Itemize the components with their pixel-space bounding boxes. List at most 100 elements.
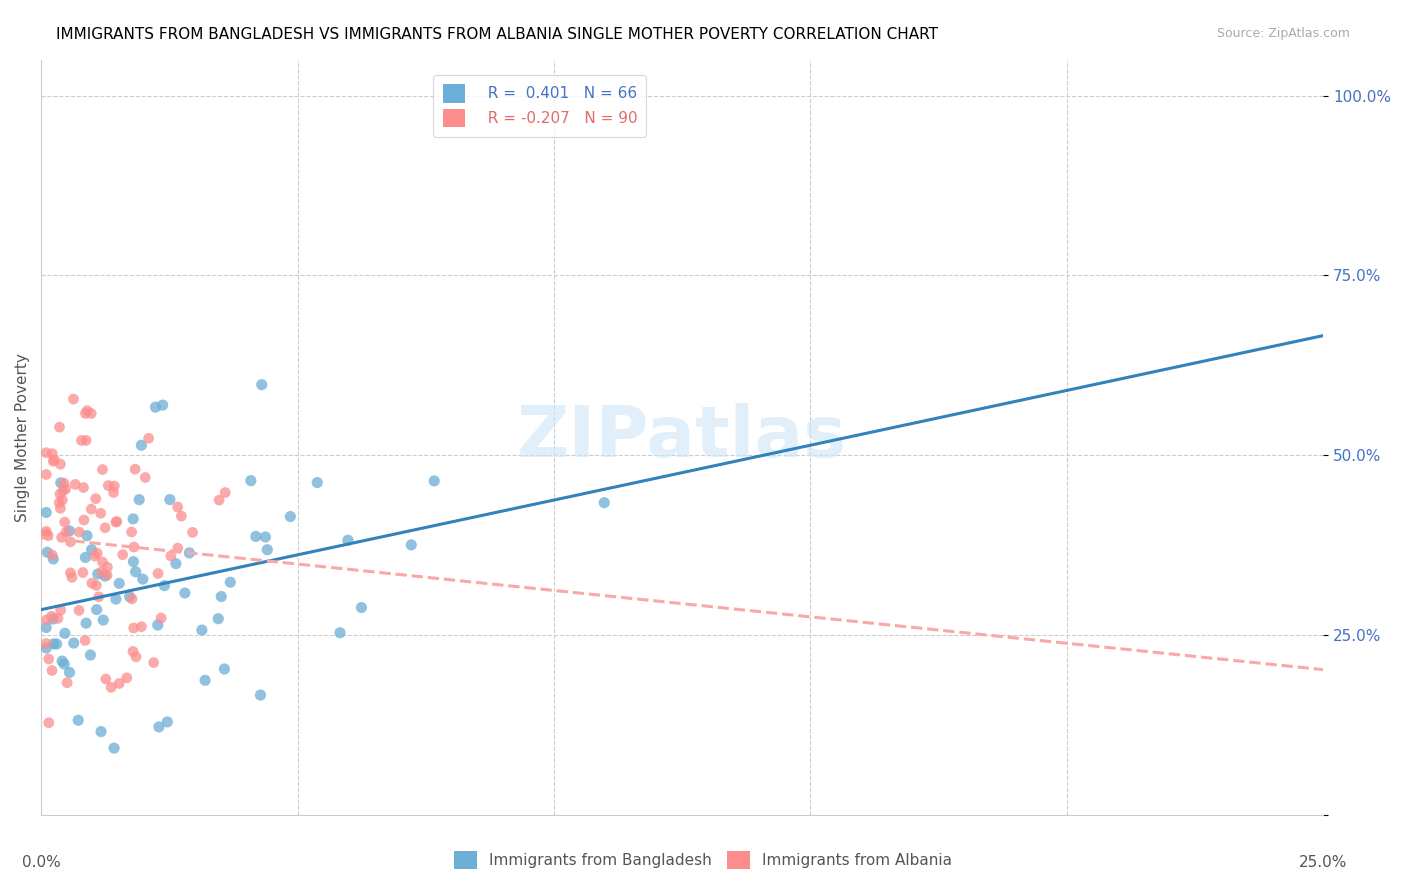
- Point: [208, 493, 231, 508]
- Point: [86, 546, 108, 560]
- Point: [91, 613, 114, 627]
- Point: [42, 454, 65, 468]
- Point: [219, 575, 242, 590]
- Point: [103, 741, 125, 756]
- Point: [75, 406, 97, 420]
- Point: [124, 462, 146, 476]
- Point: [53, 476, 76, 491]
- Point: [76, 403, 98, 417]
- Point: [46, 611, 69, 625]
- Point: [35, 467, 58, 482]
- Point: [45, 637, 67, 651]
- Point: [42, 612, 65, 626]
- Point: [90, 506, 112, 520]
- Point: [53, 626, 76, 640]
- Point: [280, 509, 302, 524]
- Point: [86, 578, 108, 592]
- Point: [35, 506, 58, 520]
- Point: [90, 565, 112, 579]
- Point: [181, 525, 204, 540]
- Point: [103, 485, 125, 500]
- Text: ZIPatlas: ZIPatlas: [517, 402, 848, 472]
- Point: [194, 673, 217, 688]
- Point: [152, 398, 174, 412]
- Point: [121, 591, 143, 606]
- Point: [49, 457, 72, 471]
- Point: [111, 548, 134, 562]
- Point: [146, 566, 169, 581]
- Point: [90, 724, 112, 739]
- Point: [35, 526, 58, 541]
- Point: [191, 623, 214, 637]
- Point: [423, 474, 446, 488]
- Point: [35, 524, 58, 539]
- Point: [125, 649, 148, 664]
- Point: [80, 576, 103, 591]
- Point: [41, 548, 63, 562]
- Point: [94, 521, 117, 535]
- Point: [103, 479, 125, 493]
- Point: [80, 542, 103, 557]
- Point: [122, 540, 145, 554]
- Point: [134, 470, 156, 484]
- Point: [132, 572, 155, 586]
- Point: [48, 496, 70, 510]
- Point: [108, 676, 131, 690]
- Point: [122, 512, 145, 526]
- Point: [245, 529, 267, 543]
- Point: [593, 496, 616, 510]
- Point: [73, 513, 96, 527]
- Point: [52, 483, 75, 498]
- Point: [51, 654, 73, 668]
- Point: [249, 688, 271, 702]
- Point: [49, 487, 72, 501]
- Point: [104, 515, 127, 529]
- Point: [49, 501, 72, 516]
- Point: [35, 620, 58, 634]
- Point: [131, 620, 153, 634]
- Point: [254, 530, 277, 544]
- Point: [207, 612, 229, 626]
- Point: [173, 586, 195, 600]
- Point: [55, 482, 77, 496]
- Text: 0.0%: 0.0%: [21, 855, 60, 870]
- Point: [166, 500, 188, 514]
- Y-axis label: Single Mother Poverty: Single Mother Poverty: [15, 352, 30, 522]
- Point: [87, 590, 110, 604]
- Point: [165, 557, 187, 571]
- Point: [59, 566, 82, 580]
- Point: [37, 545, 59, 559]
- Point: [75, 616, 97, 631]
- Point: [51, 493, 73, 508]
- Point: [51, 530, 73, 544]
- Point: [170, 509, 193, 524]
- Point: [67, 603, 90, 617]
- Point: [104, 592, 127, 607]
- Point: [55, 525, 77, 540]
- Point: [329, 625, 352, 640]
- Point: [58, 524, 80, 538]
- Point: [72, 481, 94, 495]
- Point: [75, 633, 97, 648]
- Point: [256, 542, 278, 557]
- Point: [128, 492, 150, 507]
- Point: [166, 541, 188, 556]
- Point: [214, 485, 236, 500]
- Point: [38, 652, 60, 666]
- Point: [53, 657, 76, 671]
- Legend: Immigrants from Bangladesh, Immigrants from Albania: Immigrants from Bangladesh, Immigrants f…: [447, 845, 959, 875]
- Point: [97, 478, 120, 492]
- Text: IMMIGRANTS FROM BANGLADESH VS IMMIGRANTS FROM ALBANIA SINGLE MOTHER POVERTY CORR: IMMIGRANTS FROM BANGLADESH VS IMMIGRANTS…: [56, 27, 938, 42]
- Point: [91, 462, 114, 476]
- Point: [35, 636, 58, 650]
- Point: [58, 665, 80, 680]
- Point: [118, 590, 141, 604]
- Text: Source: ZipAtlas.com: Source: ZipAtlas.com: [1216, 27, 1350, 40]
- Point: [122, 644, 145, 658]
- Point: [124, 565, 146, 579]
- Point: [100, 681, 122, 695]
- Point: [336, 533, 359, 548]
- Point: [96, 568, 118, 582]
- Point: [44, 452, 66, 467]
- Point: [56, 675, 79, 690]
